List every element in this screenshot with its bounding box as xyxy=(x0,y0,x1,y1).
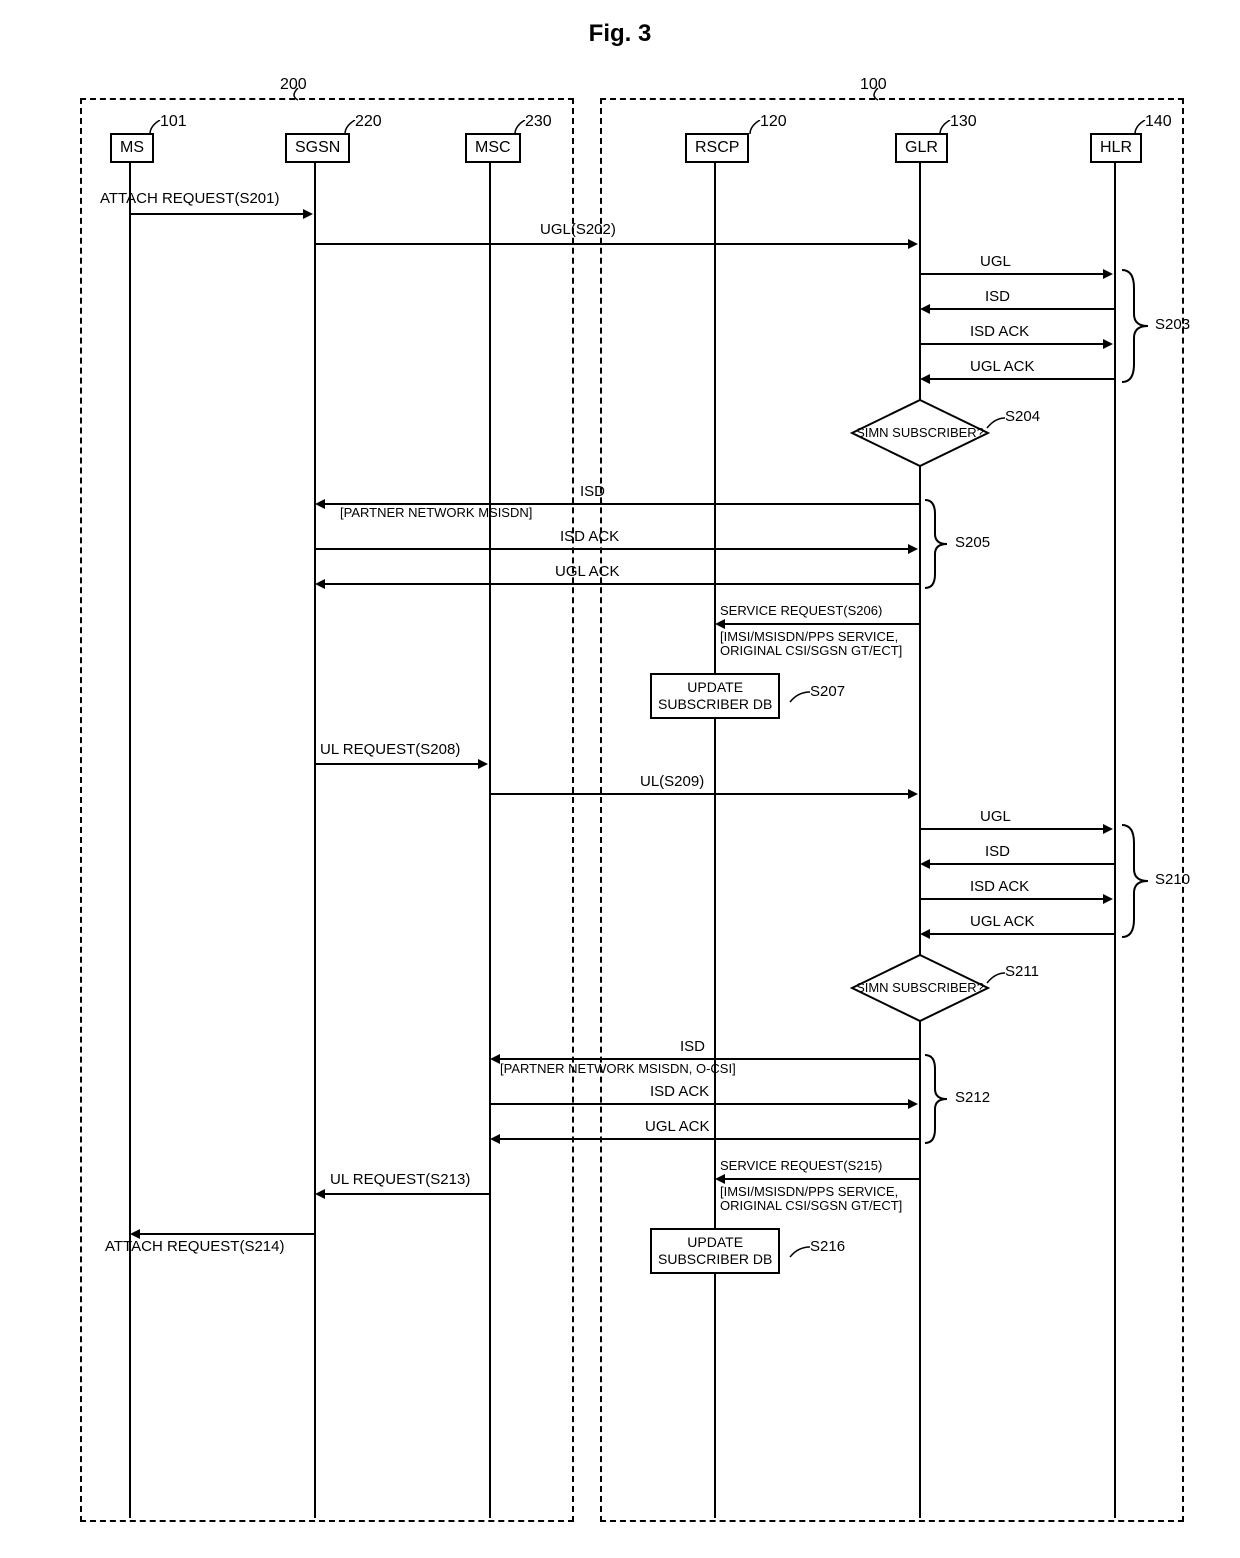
msg-s201-label: ATTACH REQUEST(S201) xyxy=(100,190,279,207)
msg-s208 xyxy=(315,763,480,765)
decision-s204: SIMN SUBSCRIBER? xyxy=(850,398,990,468)
msg-s212-isdack-label: ISD ACK xyxy=(650,1083,709,1100)
msg-s208-vert xyxy=(314,763,316,793)
msg-s203-isdack xyxy=(920,343,1105,345)
actor-sgsn: SGSN xyxy=(285,133,350,163)
group-100 xyxy=(600,98,1184,1522)
msg-s205-isd-label: ISD xyxy=(580,483,605,500)
msg-s206-label: SERVICE REQUEST(S206) xyxy=(720,604,882,618)
msg-s213-vert xyxy=(314,1193,316,1233)
group-200 xyxy=(80,98,574,1522)
decision-s211: SIMN SUBSCRIBER? xyxy=(850,953,990,1023)
actor-sgsn-ref: 220 xyxy=(355,113,382,131)
lifeline-ms xyxy=(129,163,131,1518)
msg-s205-uglack xyxy=(323,583,920,585)
s210-label: S210 xyxy=(1155,871,1190,888)
proc-s216: UPDATE SUBSCRIBER DB xyxy=(650,1228,780,1274)
actor-ms: MS xyxy=(110,133,154,163)
msg-s203-ugl-label: UGL xyxy=(980,253,1011,270)
msg-s205-isdack-label: ISD ACK xyxy=(560,528,619,545)
msg-s210-isdack-label: ISD ACK xyxy=(970,878,1029,895)
msg-s213-label: UL REQUEST(S213) xyxy=(330,1171,470,1188)
s216-label: S216 xyxy=(810,1238,845,1255)
actor-glr-ref: 130 xyxy=(950,113,977,131)
msg-s210-isd xyxy=(928,863,1115,865)
msg-s212-isdack xyxy=(490,1103,910,1105)
msg-s209 xyxy=(490,793,910,795)
brace-s205 xyxy=(923,498,953,590)
msg-s203-isd-label: ISD xyxy=(985,288,1010,305)
msg-s215-detail: [IMSI/MSISDN/PPS SERVICE, ORIGINAL CSI/S… xyxy=(720,1185,902,1214)
lifeline-glr xyxy=(919,163,921,1518)
msg-s206 xyxy=(723,623,920,625)
s212-label: S212 xyxy=(955,1089,990,1106)
msg-s210-ugl xyxy=(920,828,1105,830)
msg-s215-label: SERVICE REQUEST(S215) xyxy=(720,1159,882,1173)
sequence-diagram: 200 100 MS SGSN MSC RSCP GLR HLR 101 220… xyxy=(20,58,1220,1538)
brace-s212 xyxy=(923,1053,953,1145)
lifeline-sgsn xyxy=(314,163,316,1518)
msg-s209-label: UL(S209) xyxy=(640,773,704,790)
actor-hlr: HLR xyxy=(1090,133,1142,163)
msg-s202-label: UGL(S202) xyxy=(540,221,616,238)
s205-label: S205 xyxy=(955,534,990,551)
actor-hlr-ref: 140 xyxy=(1145,113,1172,131)
figure-title: Fig. 3 xyxy=(20,20,1220,48)
s207-label: S207 xyxy=(810,683,845,700)
actor-glr: GLR xyxy=(895,133,948,163)
msg-s210-isdack xyxy=(920,898,1105,900)
msg-s212-partner-label: [PARTNER NETWORK MSISDN, O-CSI] xyxy=(500,1062,736,1076)
msg-s205-partner-label: [PARTNER NETWORK MSISDN] xyxy=(340,506,532,520)
lifeline-rscp xyxy=(714,163,716,1518)
brace-s210 xyxy=(1120,823,1154,939)
msg-s202 xyxy=(315,243,910,245)
lifeline-hlr xyxy=(1114,163,1116,1518)
msg-s205-isdack xyxy=(315,548,910,550)
msg-s210-isd-label: ISD xyxy=(985,843,1010,860)
msg-s203-uglack xyxy=(928,378,1115,380)
msg-s213 xyxy=(323,1193,490,1195)
s204-label: S204 xyxy=(1005,408,1040,425)
s203-label: S203 xyxy=(1155,316,1190,333)
msg-s212-uglack xyxy=(498,1138,920,1140)
msg-s210-uglack-label: UGL ACK xyxy=(970,913,1034,930)
actor-rscp-ref: 120 xyxy=(760,113,787,131)
msg-s214-label: ATTACH REQUEST(S214) xyxy=(105,1238,284,1255)
msg-s203-isd xyxy=(928,308,1115,310)
actor-ms-ref: 101 xyxy=(160,113,187,131)
msg-s206-detail: [IMSI/MSISDN/PPS SERVICE, ORIGINAL CSI/S… xyxy=(720,630,902,659)
msg-s203-uglack-label: UGL ACK xyxy=(970,358,1034,375)
msg-s212-uglack-label: UGL ACK xyxy=(645,1118,709,1135)
msg-s212-isd-label: ISD xyxy=(680,1038,705,1055)
msg-s215 xyxy=(723,1178,920,1180)
msg-s214 xyxy=(138,1233,315,1235)
msg-s203-isdack-label: ISD ACK xyxy=(970,323,1029,340)
msg-s210-uglack xyxy=(928,933,1115,935)
actor-rscp: RSCP xyxy=(685,133,749,163)
msg-s201 xyxy=(130,213,305,215)
msg-s205-uglack-label: UGL ACK xyxy=(555,563,619,580)
lifeline-msc xyxy=(489,163,491,1518)
msg-s210-ugl-label: UGL xyxy=(980,808,1011,825)
actor-msc-ref: 230 xyxy=(525,113,552,131)
msg-s208-label: UL REQUEST(S208) xyxy=(320,741,460,758)
msg-s203-ugl xyxy=(920,273,1105,275)
actor-msc: MSC xyxy=(465,133,521,163)
brace-s203 xyxy=(1120,268,1154,384)
proc-s207: UPDATE SUBSCRIBER DB xyxy=(650,673,780,719)
s211-label: S211 xyxy=(1005,963,1039,980)
msg-s212-isd xyxy=(498,1058,920,1060)
